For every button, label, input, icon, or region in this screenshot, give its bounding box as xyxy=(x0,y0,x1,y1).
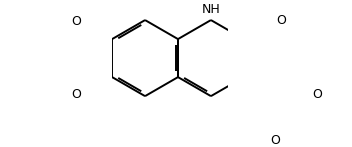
Text: O: O xyxy=(270,135,280,147)
Text: O: O xyxy=(277,14,287,27)
Text: NH: NH xyxy=(202,3,220,16)
Text: O: O xyxy=(312,88,322,101)
Text: O: O xyxy=(71,88,81,101)
Text: O: O xyxy=(71,15,81,29)
